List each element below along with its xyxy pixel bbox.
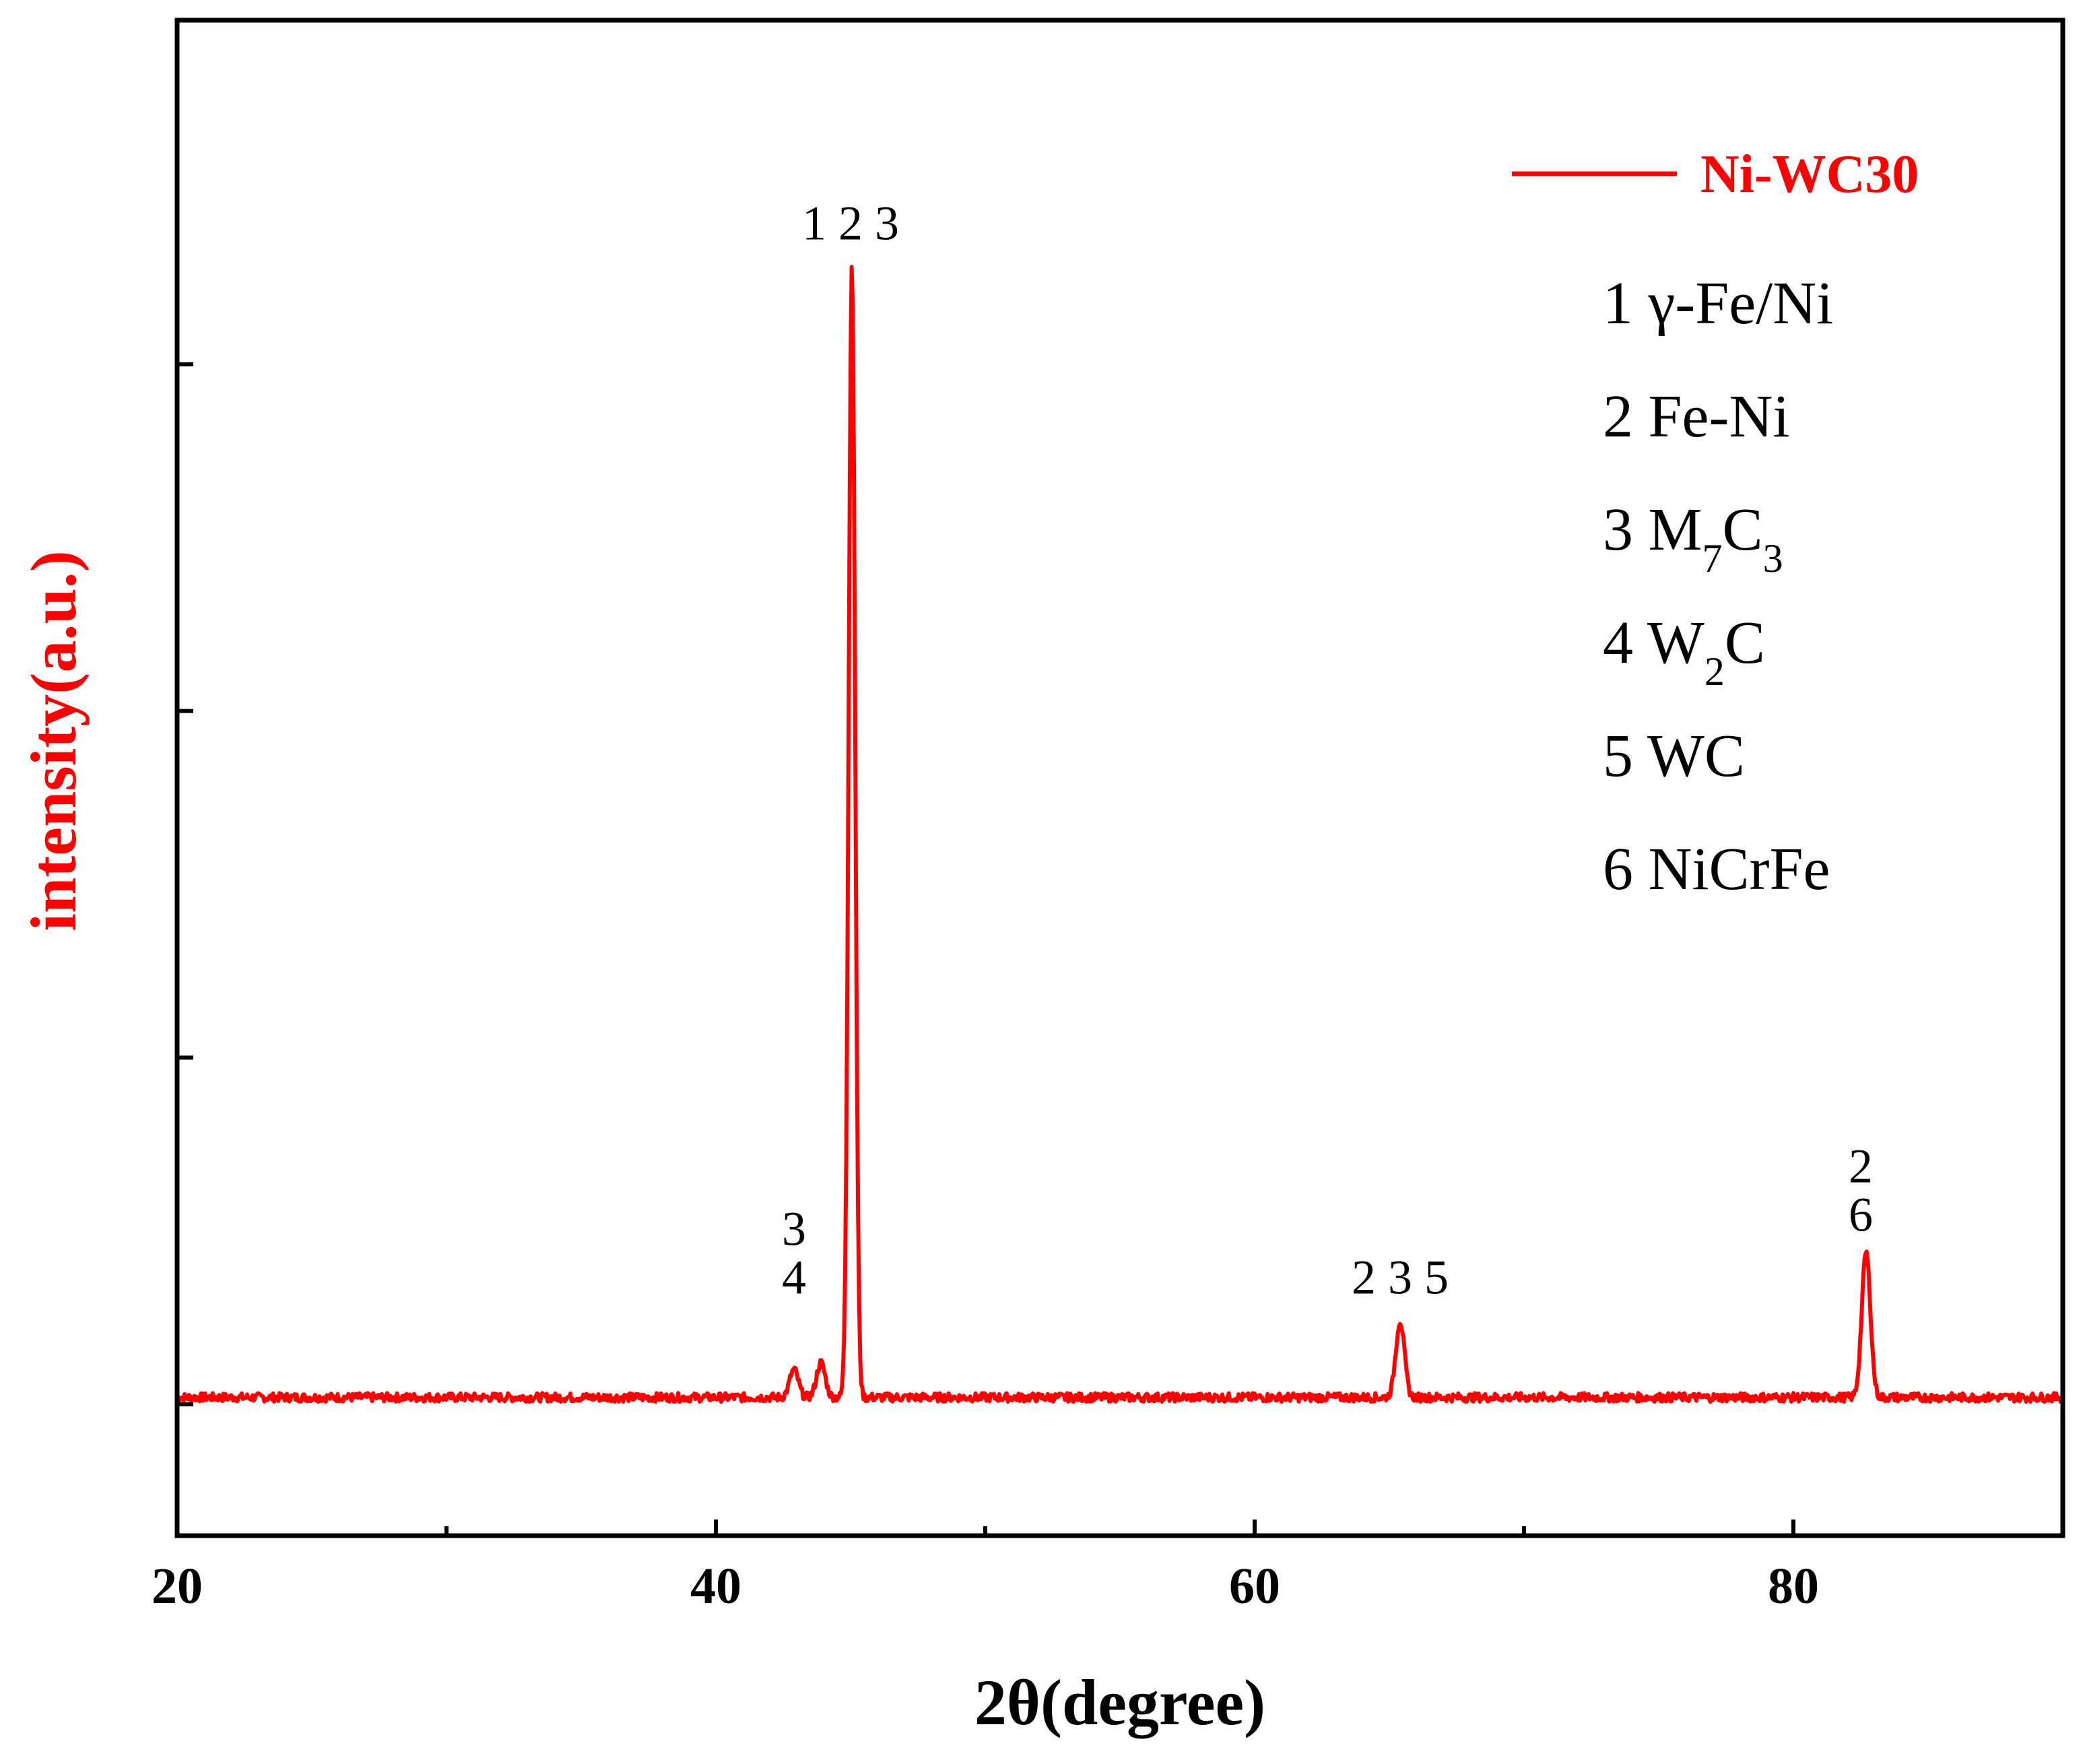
series-line-ni-wc30 <box>176 265 2064 1404</box>
legend: Ni-WC30 1 γ-Fe/Ni 2 Fe-Ni 3 M7C3 4 W2C 5 WC 6… <box>1512 145 1919 903</box>
phase-legend-item: 3 M7C3 <box>1603 496 1783 581</box>
phase-legend-item: 6 NiCrFe <box>1603 836 1830 903</box>
series-layer <box>176 265 2064 1404</box>
y-axis-title: intensity(a.u.) <box>18 550 90 931</box>
phase-legend-item: 2 Fe-Ni <box>1603 383 1789 450</box>
peak-annotation: 4 <box>782 1250 806 1304</box>
phase-legend-item: 4 W2C <box>1603 610 1765 694</box>
peak-annotation: 6 <box>1849 1188 1873 1242</box>
peak-annotation: 2 <box>1849 1140 1873 1194</box>
phase-legend-item: 5 WC <box>1603 723 1745 789</box>
plot-frame <box>174 18 2065 1538</box>
x-axis-title: 2θ(degree) <box>974 1666 1265 1738</box>
legend-series-label: Ni-WC30 <box>1700 145 1919 204</box>
peak-annotation: 2 3 5 <box>1352 1250 1449 1304</box>
annotation-layer: 1 2 3 34 2 3 5 26 <box>782 197 1873 1305</box>
phase-legend: 1 γ-Fe/Ni 2 Fe-Ni 3 M7C3 4 W2C 5 WC 6 NiCrFe <box>1603 270 1833 903</box>
x-tick-label: 20 <box>152 1558 203 1614</box>
x-tick-label: 60 <box>1229 1558 1280 1614</box>
x-tick-label: 40 <box>690 1558 741 1614</box>
peak-annotation: 3 <box>782 1202 806 1255</box>
phase-legend-item: 1 γ-Fe/Ni <box>1603 270 1833 337</box>
x-tick-label: 80 <box>1768 1558 1819 1614</box>
tick-layer: 20 40 60 80 <box>152 362 1819 1614</box>
peak-annotation: 1 2 3 <box>802 197 899 251</box>
